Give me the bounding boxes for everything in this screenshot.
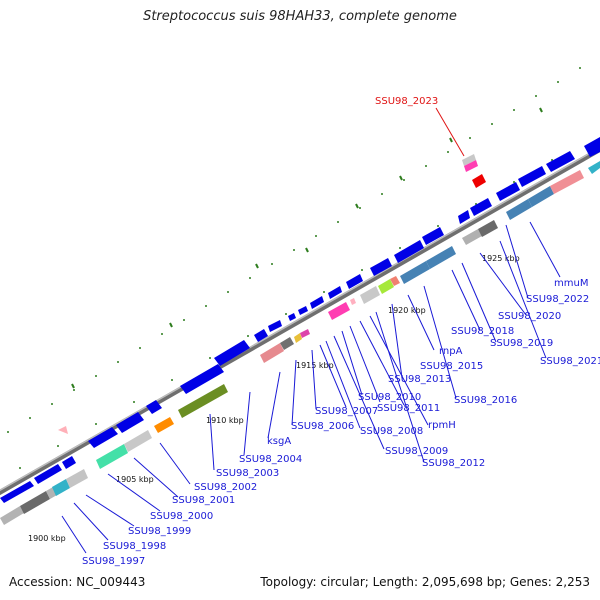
label-leader-lines xyxy=(61,221,561,554)
map-title: Streptococcus suis 98HAH33, complete gen… xyxy=(143,9,457,24)
gene-label: SSU98_2016 xyxy=(454,395,517,406)
gene-label: SSU98_2001 xyxy=(172,495,235,506)
gene-label: SSU98_1997 xyxy=(82,556,145,567)
gene-labels: SSU98_1997 SSU98_1998 SSU98_1999 SSU98_2… xyxy=(82,96,600,567)
kbp-marker: 1920 kbp xyxy=(388,306,426,315)
gene-label: SSU98_2018 xyxy=(451,326,514,337)
gene-label: SSU98_2009 xyxy=(385,446,448,457)
gene-label: SSU98_2002 xyxy=(194,482,257,493)
gene-label: ksgA xyxy=(267,436,291,447)
highlight-gene-label: SSU98_2023 xyxy=(375,96,438,107)
kbp-markers: 1900 kbp 1905 kbp 1910 kbp 1915 kbp 1920… xyxy=(28,254,520,543)
cds-features-forward xyxy=(0,137,600,503)
kbp-marker: 1925 kbp xyxy=(482,254,520,263)
gene-label: SSU98_2008 xyxy=(360,426,423,437)
gene-label: SSU98_2000 xyxy=(150,511,213,522)
kbp-marker: 1905 kbp xyxy=(116,475,154,484)
gene-label: rnpA xyxy=(439,346,463,357)
highlight-leader-line xyxy=(435,107,465,157)
gene-label: SSU98_2006 xyxy=(291,421,354,432)
gene-label: SSU98_2012 xyxy=(422,458,485,469)
gene-label: SSU98_1998 xyxy=(103,541,166,552)
gene-label: SSU98_2011 xyxy=(377,403,440,414)
gene-label: SSU98_2022 xyxy=(526,294,589,305)
scale-ticks xyxy=(71,107,543,389)
gene-label: mmuM xyxy=(554,278,588,289)
gene-label: SSU98_2019 xyxy=(490,338,553,349)
gene-label: rpmH xyxy=(428,420,456,431)
gene-label: SSU98_2021 xyxy=(540,356,600,367)
gene-label: SSU98_1999 xyxy=(128,526,191,537)
gene-label: SSU98_2020 xyxy=(498,311,561,322)
kbp-marker: 1915 kbp xyxy=(296,361,334,370)
gene-label: SSU98_2004 xyxy=(239,454,302,465)
gene-label: SSU98_2010 xyxy=(358,392,421,403)
gene-label: SSU98_2013 xyxy=(388,374,451,385)
kbp-marker: 1910 kbp xyxy=(206,416,244,425)
gene-label: SSU98_2015 xyxy=(420,361,483,372)
outer-guide-dots xyxy=(7,67,581,469)
feature-blocks xyxy=(0,154,600,525)
genome-summary-text: Topology: circular; Length: 2,095,698 bp… xyxy=(260,575,590,589)
kbp-marker: 1900 kbp xyxy=(28,534,66,543)
gene-label: SSU98_2003 xyxy=(216,468,279,479)
accession-text: Accession: NC_009443 xyxy=(9,575,146,589)
gene-label: SSU98_2007 xyxy=(315,406,378,417)
